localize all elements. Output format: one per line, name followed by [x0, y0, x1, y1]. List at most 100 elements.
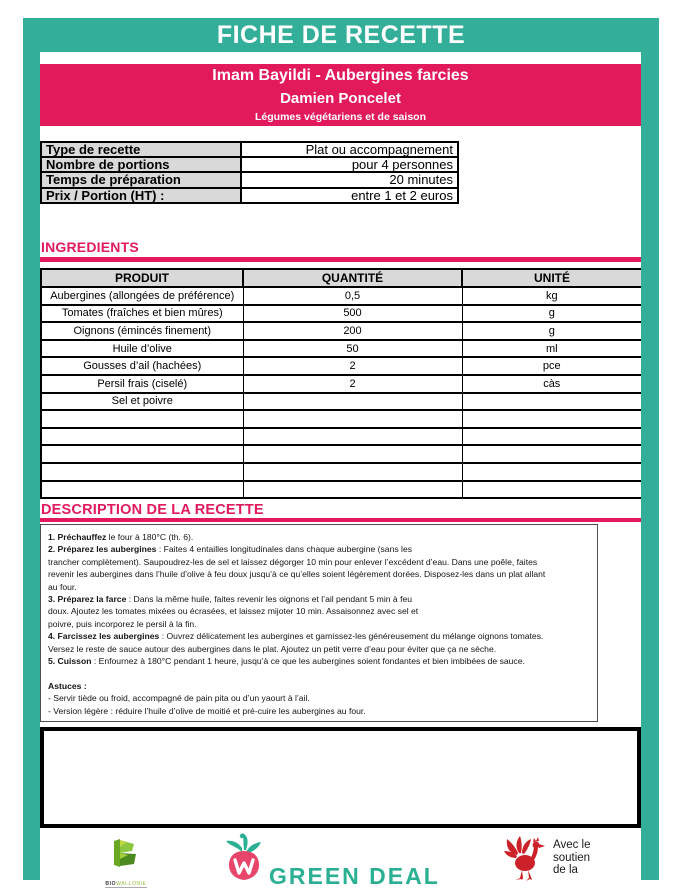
- info-label: Nombre de portions: [40, 156, 242, 174]
- recipe-title: Imam Bayildi - Aubergines farcies: [212, 67, 469, 84]
- ingredient-cell: 0,5: [242, 286, 463, 306]
- description-line: [48, 667, 590, 679]
- ingredient-row: Sel et poivre: [40, 391, 643, 412]
- ingredient-cell: 500: [242, 303, 463, 324]
- ingredient-cell: Oignons (émincés finement): [40, 321, 244, 341]
- info-value: Plat ou accompagnement: [240, 140, 459, 159]
- info-label: Type de recette: [40, 140, 242, 159]
- description-box: 1. Préchauffez le four à 180°C (th. 6). 2…: [40, 524, 598, 722]
- ingredient-cell: [461, 426, 643, 447]
- ingredient-cell: 50: [242, 338, 463, 359]
- ingredient-cell: 2: [242, 356, 463, 376]
- ingredient-cell: [242, 444, 463, 464]
- right-frame-band: [641, 50, 659, 880]
- info-value: 20 minutes: [240, 171, 459, 189]
- ingredient-cell: [461, 444, 643, 464]
- description-line: Versez le reste de sauce autour des aube…: [48, 643, 497, 654]
- recipe-category: Légumes végétariens et de saison: [255, 111, 426, 123]
- ingredient-row: Persil frais (ciselé) 2 càs: [40, 373, 643, 394]
- info-row: Nombre de portions pour 4 personnes: [40, 156, 459, 174]
- greendeal-logo: GREEN DEAL: [222, 832, 440, 889]
- ingredients-column-header: PRODUIT: [40, 268, 244, 288]
- ingredient-cell: Aubergines (allongées de préférence): [40, 286, 244, 306]
- ingredient-cell: [461, 391, 643, 412]
- ingredient-cell: [242, 391, 463, 412]
- walloon-rooster-icon: [503, 835, 547, 886]
- ingredients-table: PRODUIT QUANTITÉ UNITÉ Aubergines (allongé…: [40, 268, 643, 500]
- ingredient-cell: [40, 426, 244, 447]
- info-label: Temps de préparation: [40, 171, 242, 189]
- description-line: 2. Préparez les aubergines : Faites 4 en…: [48, 544, 413, 555]
- ingredients-heading: INGREDIENTS: [41, 239, 139, 255]
- greendeal-wordmark: GREEN DEAL: [269, 863, 440, 889]
- info-row: Type de recette Plat ou accompagnement: [40, 140, 459, 159]
- info-row: Prix / Portion (HT) : entre 1 et 2 euros: [40, 186, 459, 204]
- ingredient-cell: Huile d’olive: [40, 338, 244, 359]
- description-line: doux. Ajoutez les tomates mixées ou écra…: [48, 606, 419, 617]
- wallonie-support-logo: Avec le soutien de la: [503, 835, 591, 886]
- biowallonie-caption: BIOWALLONIE: [105, 881, 147, 888]
- ingredient-cell: kg: [461, 286, 643, 306]
- description-line: poivre, puis incorporez le persil à la f…: [48, 618, 197, 629]
- ingredients-header-row: PRODUIT QUANTITÉ UNITÉ: [40, 268, 643, 288]
- description-line: revenir les aubergines dans l’huile d’ol…: [48, 569, 546, 580]
- recipe-banner: Imam Bayildi - Aubergines farcies Damien…: [40, 64, 641, 126]
- ingredient-cell: [40, 409, 244, 429]
- description-line: 4. Farcissez les aubergines : Ouvrez dél…: [48, 631, 544, 642]
- ingredient-row: Tomates (fraîches et bien mûres) 500 g: [40, 303, 643, 324]
- notes-box: [40, 727, 641, 828]
- page-title: FICHE DE RECETTE: [23, 18, 659, 52]
- ingredients-column-header: QUANTITÉ: [242, 268, 463, 288]
- ingredient-cell: [461, 461, 643, 482]
- ingredient-cell: Persil frais (ciselé): [40, 373, 244, 394]
- ingredient-cell: g: [461, 321, 643, 341]
- ingredient-cell: Tomates (fraîches et bien mûres): [40, 303, 244, 324]
- ingredient-cell: 200: [242, 321, 463, 341]
- info-table: Type de recette Plat ou accompagnement Nom…: [40, 140, 459, 204]
- ingredient-row: [40, 479, 643, 500]
- description-line: 1. Préchauffez le four à 180°C (th. 6).: [48, 532, 194, 542]
- ingredient-row: [40, 444, 643, 464]
- ingredient-cell: [242, 479, 463, 500]
- ingredient-cell: [242, 409, 463, 429]
- info-label: Prix / Portion (HT) :: [40, 186, 242, 204]
- support-text: Avec le soutien de la: [553, 839, 591, 886]
- description-line: - Version légère : réduire l’huile d’oli…: [48, 705, 366, 716]
- description-line: trancher complètement). Saupoudrez-les d…: [48, 556, 538, 567]
- ingredient-row: Gousses d’ail (hachées) 2 pce: [40, 356, 643, 376]
- info-value: pour 4 personnes: [240, 156, 459, 174]
- left-frame-band: [23, 50, 40, 880]
- info-value: entre 1 et 2 euros: [240, 186, 459, 204]
- ingredients-column-header: UNITÉ: [461, 268, 643, 288]
- ingredient-cell: Gousses d’ail (hachées): [40, 356, 244, 376]
- ingredient-cell: [40, 479, 244, 500]
- description-line: 5. Cuisson : Enfournez à 180°C pendant 1…: [48, 656, 525, 667]
- support-text-line: Avec le: [553, 839, 591, 851]
- info-row: Temps de préparation 20 minutes: [40, 171, 459, 189]
- ingredient-cell: ml: [461, 338, 643, 359]
- description-line: 3. Préparez la farce : Dans la même huil…: [48, 594, 413, 605]
- ingredient-row: [40, 409, 643, 429]
- description-heading: DESCRIPTION DE LA RECETTE: [41, 502, 270, 518]
- ingredients-divider: [40, 257, 641, 262]
- ingredient-cell: [461, 479, 643, 500]
- ingredient-cell: [40, 444, 244, 464]
- support-text-line: soutien: [553, 851, 591, 864]
- ingredient-cell: [242, 426, 463, 447]
- ingredient-cell: Sel et poivre: [40, 391, 244, 412]
- description-line: au four.: [48, 581, 77, 592]
- ingredient-cell: [461, 409, 643, 429]
- ingredient-row: [40, 461, 643, 482]
- ingredient-cell: g: [461, 303, 643, 324]
- description-line: - Servir tiède ou froid, accompagné de p…: [48, 693, 310, 704]
- ingredient-row: Huile d’olive 50 ml: [40, 338, 643, 359]
- ingredient-cell: pce: [461, 356, 643, 376]
- description-line: Astuces :: [48, 680, 87, 691]
- biowallonie-b-icon: [111, 839, 141, 871]
- ingredient-row: Aubergines (allongées de préférence) 0,5 k…: [40, 286, 643, 306]
- description-divider: [40, 518, 641, 522]
- biowallonie-logo: BIOWALLONIE: [96, 839, 156, 890]
- ingredient-row: Oignons (émincés finement) 200 g: [40, 321, 643, 341]
- ingredient-cell: [40, 461, 244, 482]
- ingredient-cell: [242, 461, 463, 482]
